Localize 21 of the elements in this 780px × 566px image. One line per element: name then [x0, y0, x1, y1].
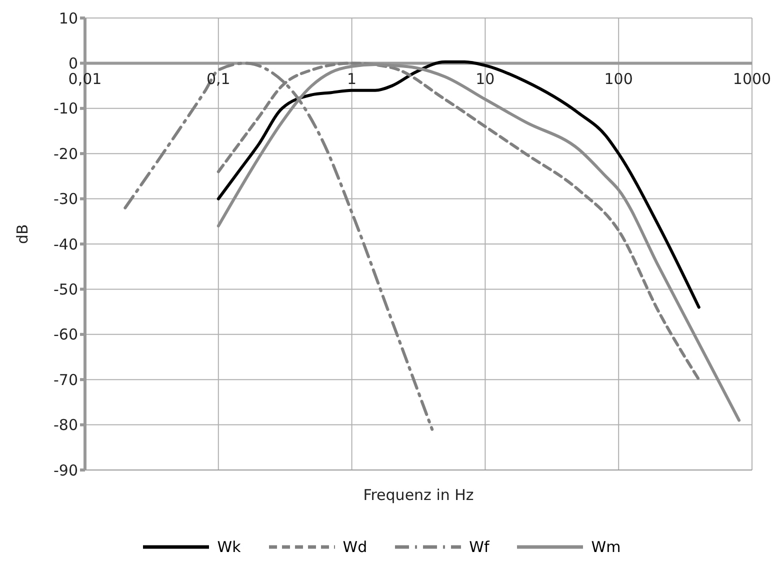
- x-tick-label: 1000: [732, 70, 772, 88]
- y-tick-label: -60: [54, 326, 78, 344]
- x-tick-label: 100: [604, 70, 633, 88]
- y-axis-title: dB: [13, 224, 32, 244]
- y-tick-label: -50: [54, 280, 78, 299]
- y-tick-label: -30: [54, 190, 78, 208]
- x-tick-label: 10: [476, 70, 495, 88]
- y-tick-label: -40: [54, 235, 78, 254]
- legend-label: Wk: [217, 538, 241, 556]
- legend-label: Wm: [591, 538, 621, 556]
- x-tick-label: 1: [347, 70, 357, 88]
- y-tick-label: -80: [54, 416, 78, 434]
- x-axis-title: Frequenz in Hz: [363, 486, 474, 504]
- y-tick-label: -70: [54, 370, 78, 389]
- y-tick-label: -90: [54, 461, 78, 480]
- x-tick-label: 0,1: [206, 70, 230, 88]
- legend-label: Wd: [342, 538, 368, 556]
- y-tick-label: -10: [54, 100, 78, 118]
- y-tick-label: -20: [54, 144, 78, 163]
- legend-label: Wf: [469, 538, 490, 556]
- y-tick-label: 10: [58, 9, 78, 28]
